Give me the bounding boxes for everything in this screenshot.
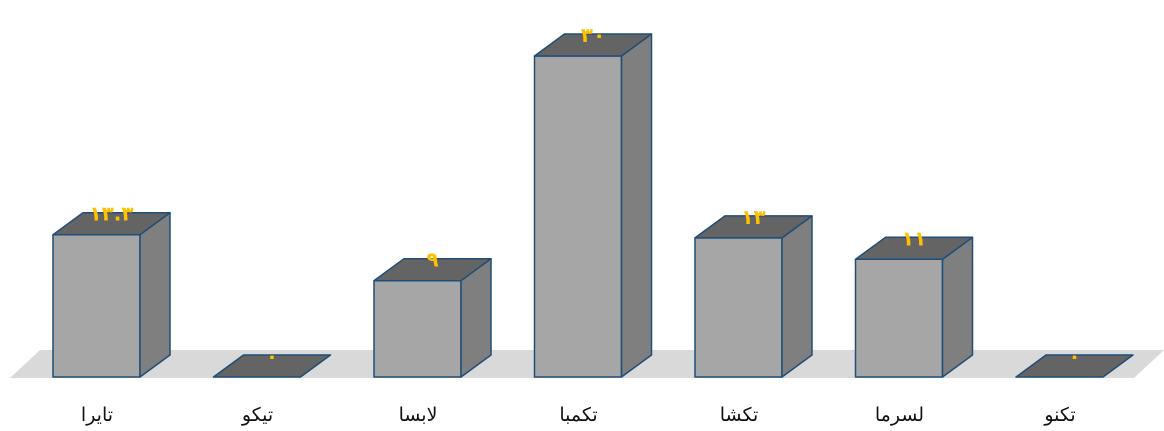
bar <box>533 33 653 378</box>
category-label: لابسا <box>399 404 438 426</box>
bar-side-face <box>620 33 653 378</box>
bar <box>373 257 492 378</box>
bar <box>212 354 332 378</box>
category-label: تیکو <box>241 404 273 426</box>
bar-side-face <box>139 211 171 378</box>
data-label: ۱۳.۳ <box>89 202 133 226</box>
bar-top-face <box>1015 354 1134 378</box>
category-labels-group: تایرا تیکو لابسا تکمبا تکشا لسرما تکنو <box>81 404 1076 426</box>
category-label: تکنو <box>1043 404 1075 426</box>
bar <box>1015 354 1134 378</box>
bars-group <box>52 33 1134 378</box>
category-label: لسرما <box>875 404 924 426</box>
data-label: ۱۱ <box>902 226 926 250</box>
category-label: تکمبا <box>559 404 597 426</box>
bar <box>854 236 974 378</box>
data-label: ۱۳ <box>741 205 765 229</box>
bar-front-face <box>373 279 462 378</box>
bar-top-face <box>533 33 653 57</box>
bar-front-face <box>694 237 783 378</box>
bar-top-face <box>854 236 974 261</box>
bar-side-face <box>781 215 813 378</box>
data-labels-group: ۱۳.۳ ۰ ۹ ۳۰ ۱۳ ۱۱ ۰ <box>89 23 1080 368</box>
bar-top-face <box>52 211 171 236</box>
bar-front-face <box>533 55 623 378</box>
bar-top-face <box>212 354 332 378</box>
bar-top-face <box>694 215 813 239</box>
bar <box>694 215 813 378</box>
bar-front-face <box>52 233 141 378</box>
data-label: ۳۰ <box>581 23 605 47</box>
data-label: ۰ <box>266 344 278 368</box>
bar-side-face <box>941 236 974 378</box>
bar-front-face <box>854 258 944 378</box>
data-label: ۹ <box>426 248 438 272</box>
data-label: ۰ <box>1068 344 1080 368</box>
bar-top-face <box>373 257 492 282</box>
category-label: تایرا <box>81 404 113 426</box>
bar <box>52 211 171 378</box>
category-label: تکشا <box>720 404 759 426</box>
